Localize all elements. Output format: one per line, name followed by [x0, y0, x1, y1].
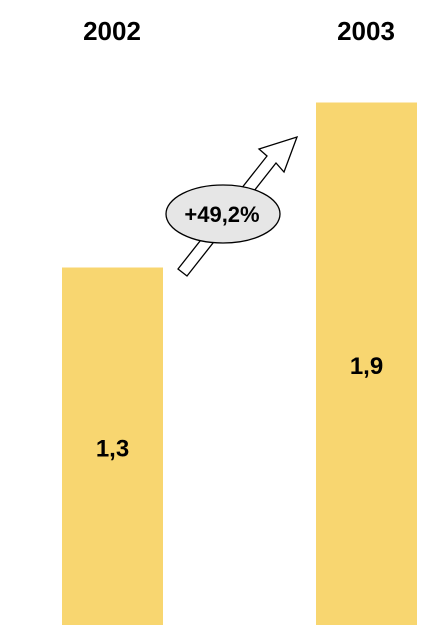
- growth-badge: [165, 184, 281, 244]
- value-label-2002: 1,3: [96, 435, 129, 462]
- category-label-2003: 2003: [337, 16, 395, 46]
- growth-percentage-label: +49,2%: [184, 202, 259, 227]
- bar-2002: [62, 267, 163, 625]
- bar-2003: [316, 102, 417, 625]
- value-label-2003: 1,9: [350, 353, 383, 380]
- category-label-2002: 2002: [83, 16, 141, 46]
